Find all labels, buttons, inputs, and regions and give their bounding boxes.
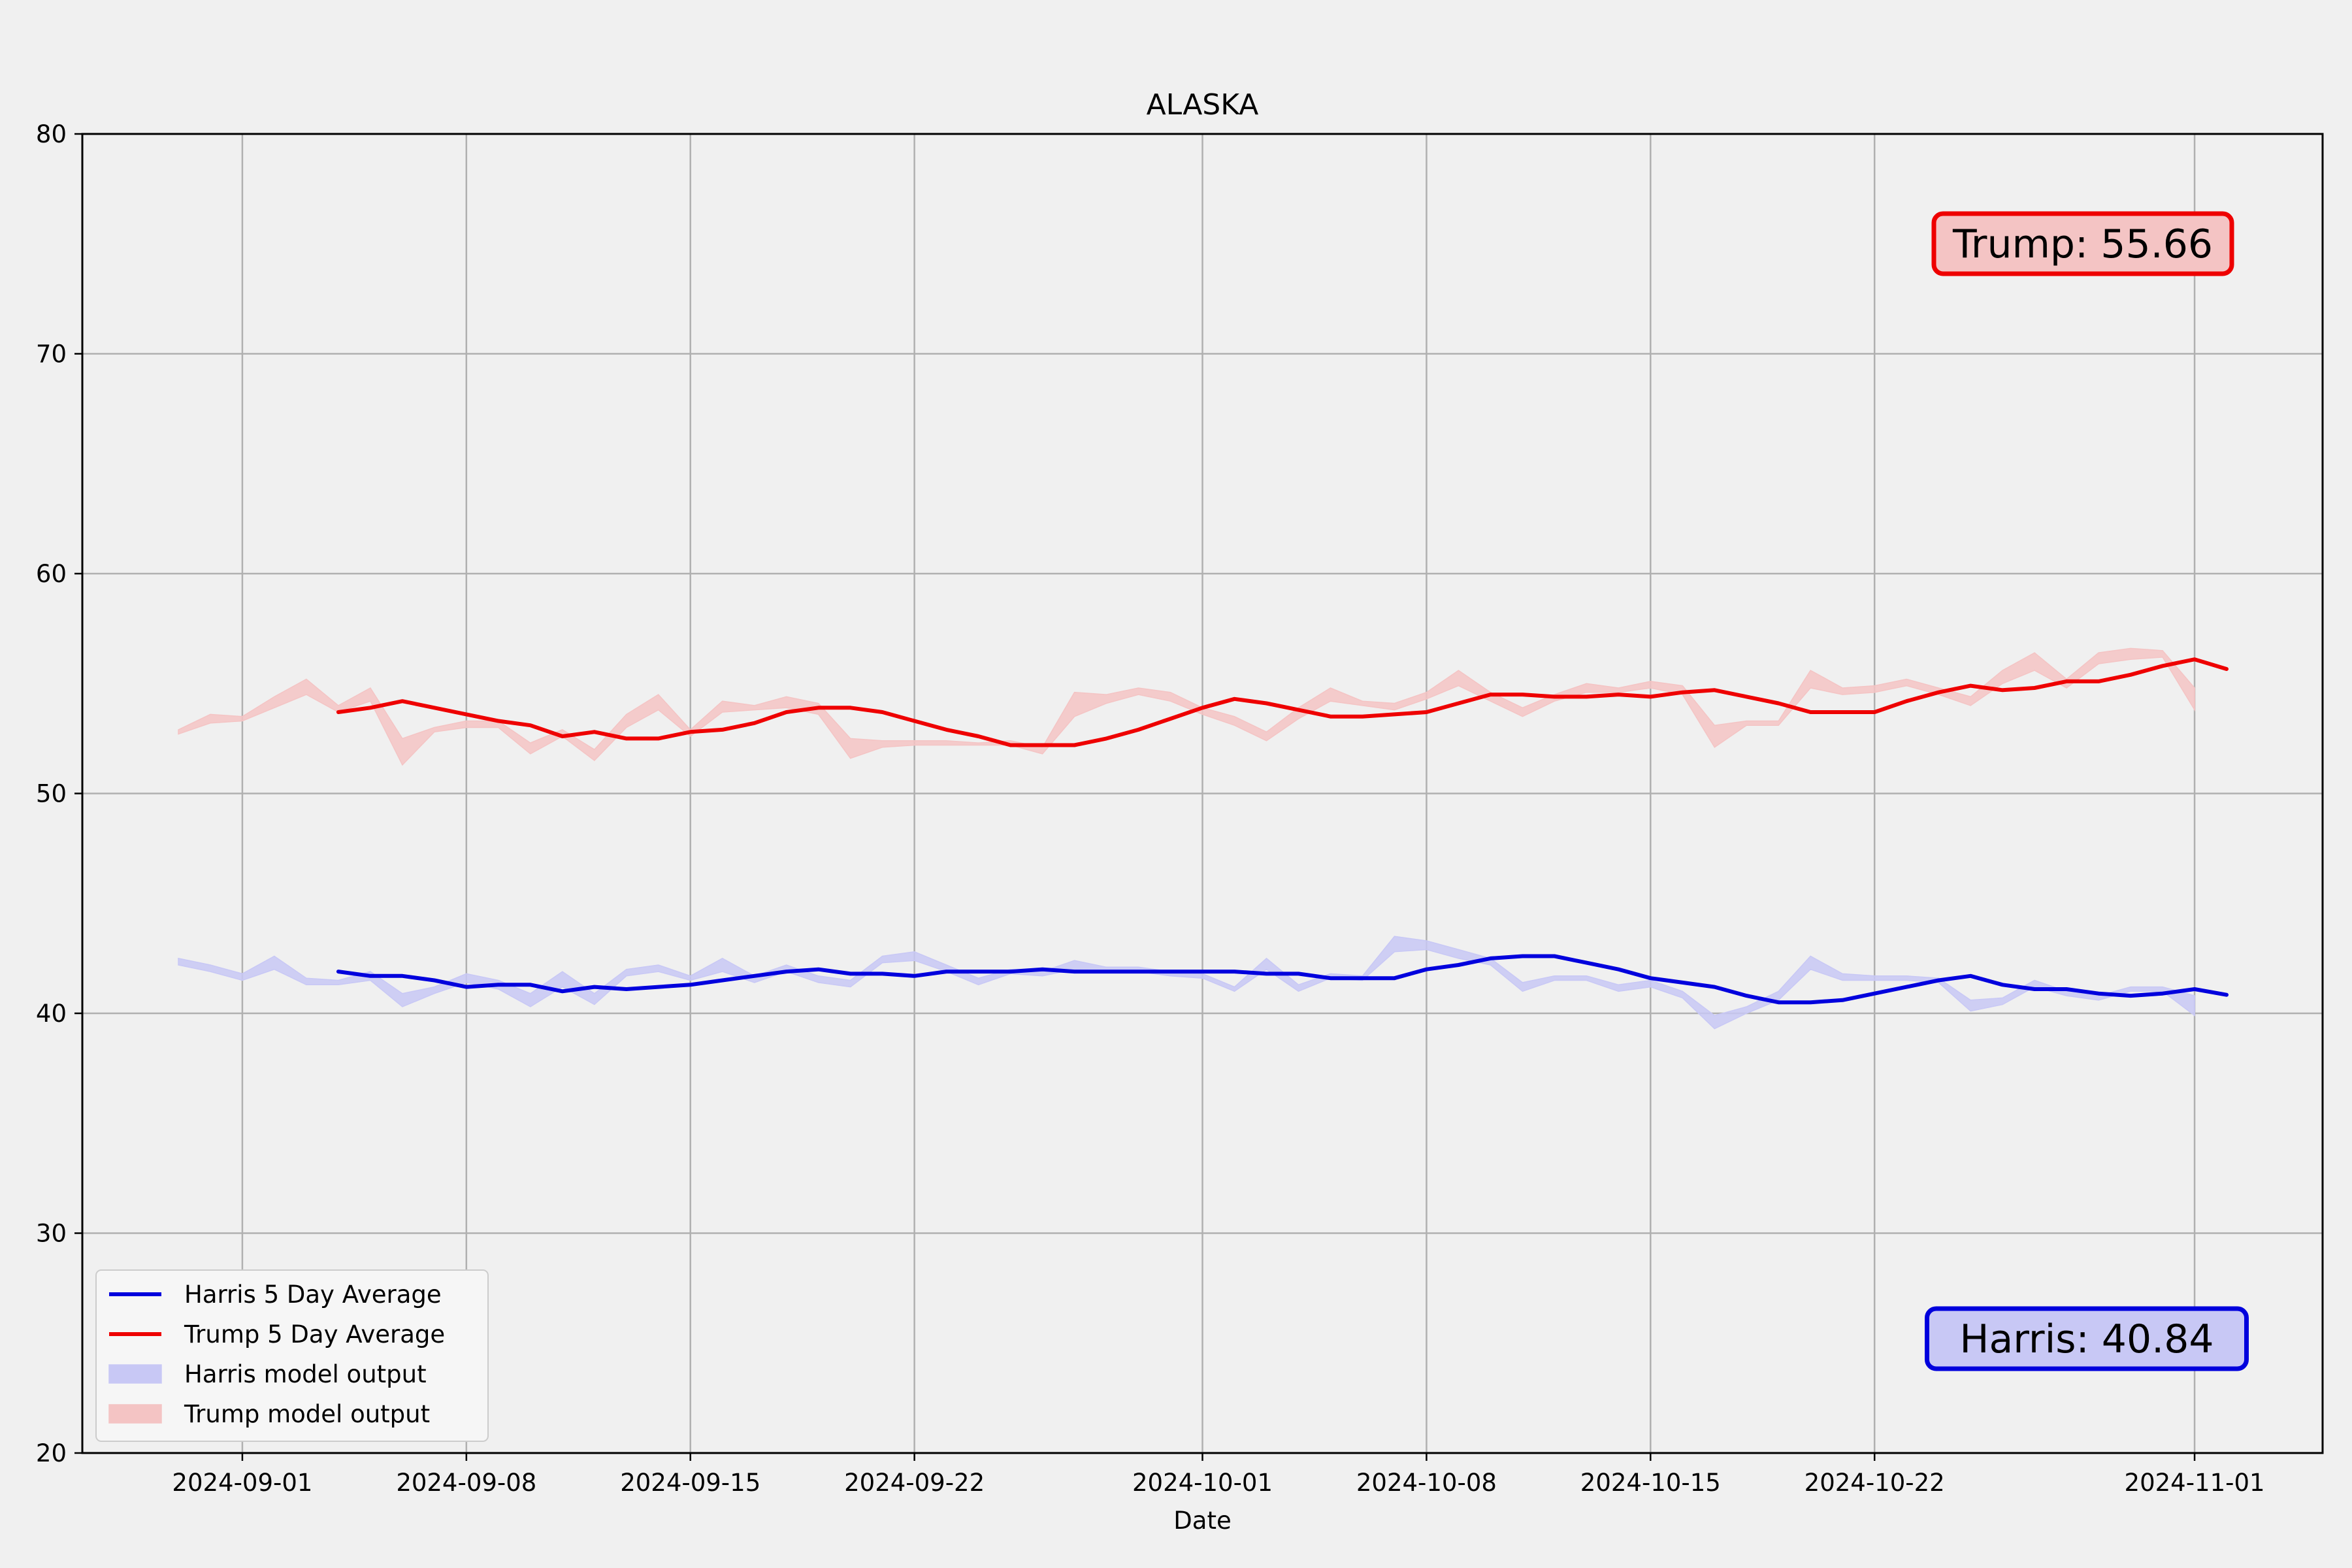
y-tick-label: 20 [36,1439,67,1467]
y-tick-label: 40 [36,1000,67,1028]
trump-5-day-average-line [336,657,2229,747]
legend: Harris 5 Day Average Trump 5 Day Average H… [95,1269,489,1442]
harris-value-callout: Harris: 40.84 [1925,1306,2249,1371]
x-tick-label: 2024-09-22 [844,1469,985,1497]
callout-trump-box [1931,211,2234,276]
callout-harris-box [1925,1306,2249,1371]
x-tick-label: 2024-09-15 [620,1469,760,1497]
trump-model-output-legend-swatch [108,1404,162,1424]
y-tick-label: 30 [36,1220,67,1248]
x-tick-label: 2024-09-08 [396,1469,536,1497]
callout-trump-text: Trump: 55.66 [1952,221,2213,267]
x-tick-label: 2024-10-01 [1132,1469,1273,1497]
x-tick-label: 2024-10-22 [1805,1469,1945,1497]
y-tick-label: 80 [36,120,67,148]
axis-ticks: 2024-09-01 2024-09-08 2024-09-15 2024-09-22… [36,120,2265,1497]
trump-model-output-legend-label: Trump model output [184,1400,430,1428]
callout-harris-text: Harris: 40.84 [1959,1316,2213,1362]
harris-model-output-legend-swatch [108,1364,162,1384]
x-tick-label: 2024-10-08 [1356,1469,1497,1497]
harris-5-day-average-line [336,954,2229,1005]
y-tick-label: 60 [36,560,67,588]
chart-title: ALASKA [1147,88,1259,122]
trump-5-day-average-legend-label: Trump 5 Day Average [184,1320,445,1348]
average-lines [336,657,2229,1005]
trump-value-callout: Trump: 55.66 [1931,211,2234,276]
y-tick-label: 70 [36,340,67,368]
x-tick-label: 2024-11-01 [2125,1469,2265,1497]
legend-box [95,1269,489,1442]
harris-model-output-legend-label: Harris model output [184,1360,427,1388]
harris-5-day-average-legend-label: Harris 5 Day Average [184,1281,442,1309]
y-tick-label: 50 [36,780,67,808]
x-tick-label: 2024-09-01 [172,1469,312,1497]
x-axis-title: Date [1173,1507,1231,1535]
x-tick-label: 2024-10-15 [1580,1469,1721,1497]
trump-model-output-band [178,647,2195,766]
